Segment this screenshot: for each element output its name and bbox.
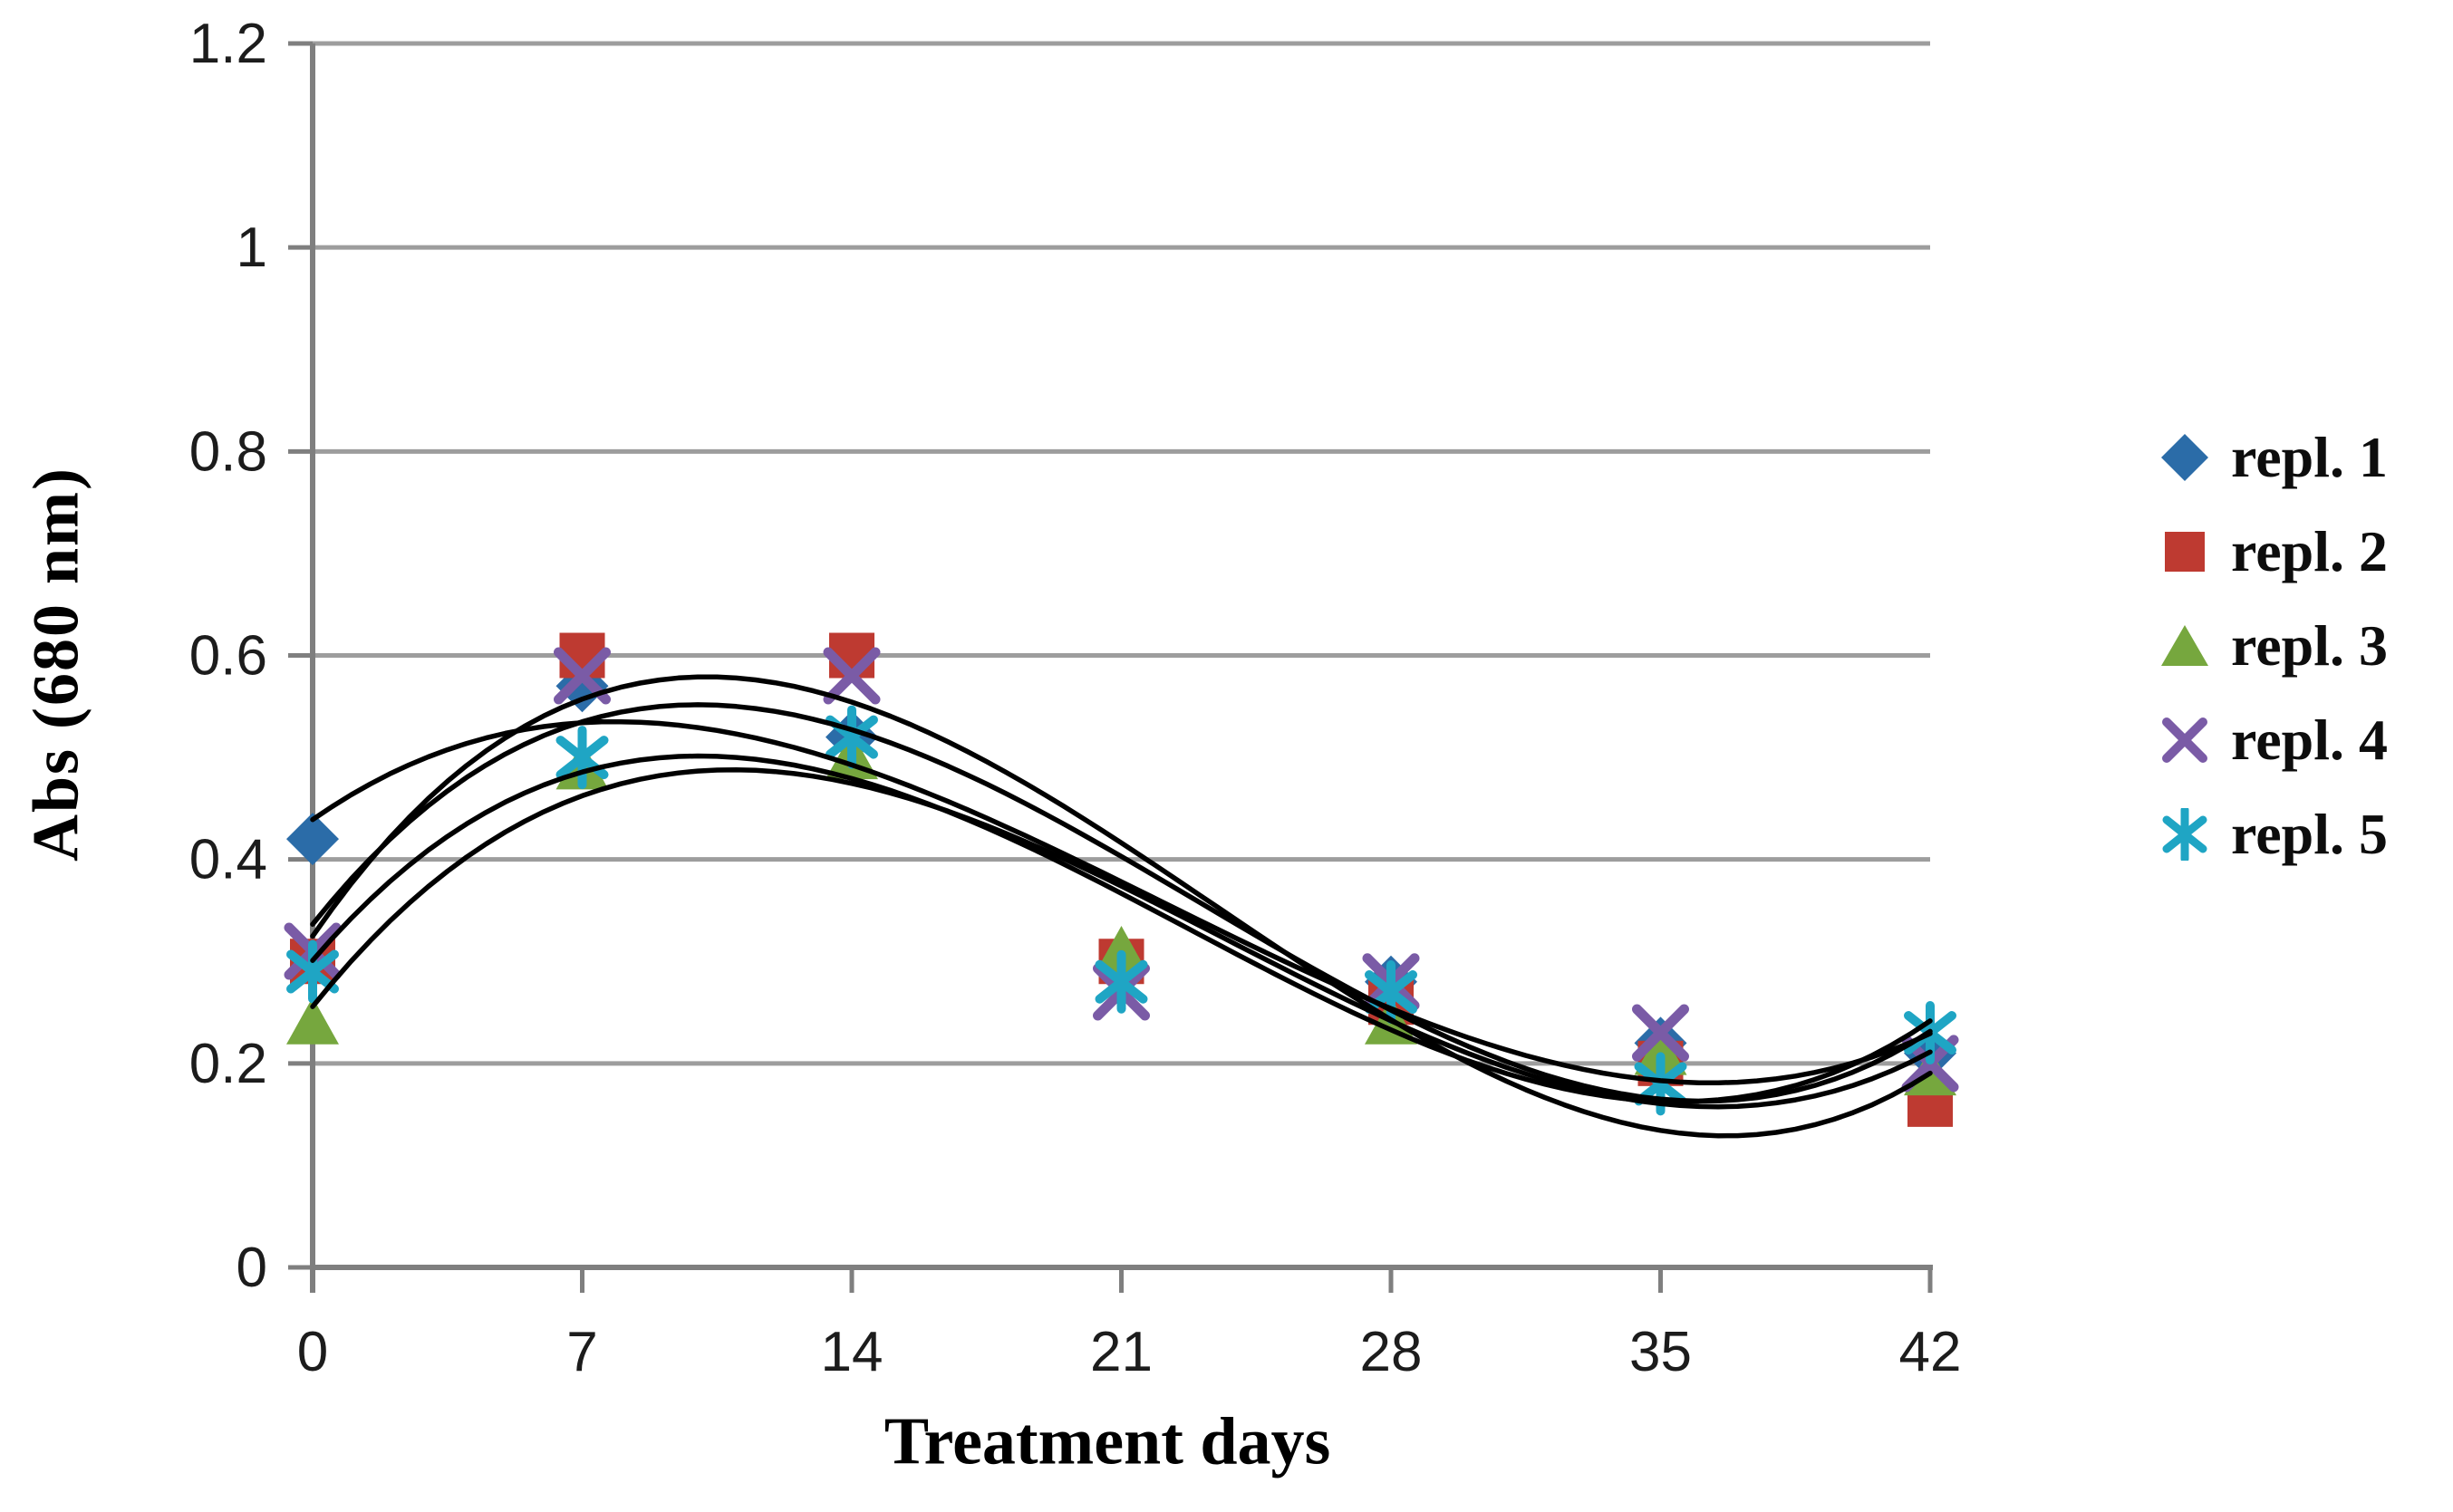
x-tick-label: 28 bbox=[1360, 1321, 1423, 1383]
triangle-shape bbox=[2161, 625, 2208, 666]
chart-legend: repl. 1 repl. 2 repl. 3 repl. 4 repl. 5 bbox=[2158, 410, 2388, 881]
trendline bbox=[310, 718, 1933, 1085]
data-point-marker bbox=[1095, 925, 1148, 973]
legend-item-repl-2: repl. 2 bbox=[2158, 505, 2388, 599]
x-tick-label: 0 bbox=[297, 1321, 328, 1383]
asterisk-marker-icon bbox=[2162, 808, 2207, 861]
diamond-marker-icon bbox=[2161, 434, 2208, 481]
x-tick-label: 42 bbox=[1899, 1321, 1962, 1383]
x-tick-label: 35 bbox=[1629, 1321, 1692, 1383]
x-tick-label: 7 bbox=[566, 1321, 597, 1383]
legend-item-repl-4: repl. 4 bbox=[2158, 693, 2388, 787]
data-point-marker bbox=[286, 813, 339, 866]
y-tick-label: 0.4 bbox=[189, 829, 267, 891]
legend-label: repl. 2 bbox=[2231, 519, 2389, 583]
legend-label: repl. 3 bbox=[2231, 613, 2389, 678]
x-shape bbox=[2162, 717, 2207, 763]
asterisk-shape bbox=[2162, 808, 2207, 861]
trendline bbox=[310, 674, 1933, 1139]
data-point-marker bbox=[286, 939, 339, 1004]
y-tick-label: 0.6 bbox=[189, 625, 267, 688]
y-tick-label: 0.2 bbox=[189, 1033, 267, 1095]
diamond-shape bbox=[2161, 434, 2208, 481]
data-point-marker bbox=[1095, 949, 1148, 1014]
y-axis-title: Abs (680 nm) bbox=[19, 466, 92, 862]
data-point-marker bbox=[1634, 1027, 1687, 1075]
data-point-marker bbox=[823, 647, 881, 705]
legend-item-repl-1: repl. 1 bbox=[2158, 410, 2388, 505]
trendline bbox=[310, 753, 1933, 1104]
legend-label: repl. 5 bbox=[2231, 802, 2389, 866]
square-marker-icon bbox=[2165, 532, 2205, 572]
y-tick-label: 0.8 bbox=[189, 420, 267, 483]
legend-label: repl. 4 bbox=[2231, 708, 2389, 772]
y-tick-label: 1 bbox=[237, 217, 267, 279]
x-axis-title: Treatment days bbox=[884, 1404, 1331, 1479]
x-tick-label: 21 bbox=[1090, 1321, 1153, 1383]
legend-item-repl-3: repl. 3 bbox=[2158, 599, 2388, 693]
trendline bbox=[310, 702, 1933, 1104]
x-tick-label: 14 bbox=[821, 1321, 884, 1383]
legend-item-repl-5: repl. 5 bbox=[2158, 787, 2388, 881]
y-tick-label: 0 bbox=[237, 1237, 267, 1299]
square-shape bbox=[2165, 532, 2205, 572]
data-point-marker bbox=[286, 997, 339, 1045]
data-point-marker bbox=[1632, 1004, 1689, 1062]
legend-label: repl. 1 bbox=[2231, 425, 2389, 489]
x-marker-icon bbox=[2162, 717, 2207, 763]
y-tick-label: 1.2 bbox=[189, 13, 267, 75]
triangle-marker-icon bbox=[2161, 625, 2208, 666]
